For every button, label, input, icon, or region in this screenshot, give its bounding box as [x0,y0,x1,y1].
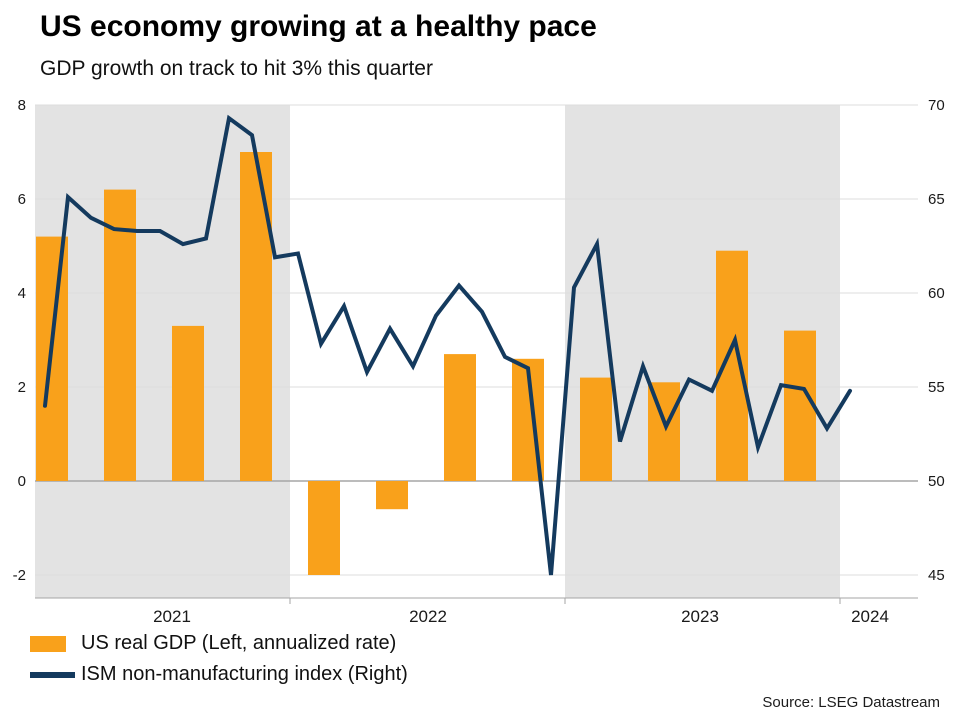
right-axis-tick-label: 65 [928,191,945,208]
gdp-bar [716,250,748,481]
gdp-bar [104,189,136,481]
left-axis-tick-label: 8 [18,97,26,114]
left-axis-tick-label: 0 [18,473,26,490]
gdp-bar [308,481,340,575]
right-axis-tick-label: 60 [928,285,945,302]
x-axis-year-label: 2023 [681,607,719,623]
legend-swatch-ism-line [30,671,75,678]
source-attribution: Source: LSEG Datastream [762,694,940,711]
left-axis-tick-label: 2 [18,379,26,396]
left-axis-tick-label: 4 [18,285,26,302]
ism-line [43,114,852,576]
chart-canvas: 8 70 6 65 4 60 2 55 0 50 -2 45 2021 2022 2023 2024 [13,97,945,626]
legend-swatch-gdp-bar [30,635,66,652]
gdp-bar [172,325,204,481]
x-axis-year-label: 2024 [851,607,889,623]
gdp-bar [580,377,612,481]
right-axis-tick-label: 55 [928,379,945,396]
chart-area: 8 70 6 65 4 60 2 55 0 50 -2 45 2021 2022 2023 2024 [0,93,960,626]
left-axis-tick-label: 6 [18,191,26,208]
legend-item-gdp: US real GDP (Left, annualized rate) [30,628,408,659]
left-axis-tick-label: -2 [13,567,26,584]
chart-legend: US real GDP (Left, annualized rate) ISM … [30,628,408,690]
legend-label-gdp: US real GDP (Left, annualized rate) [81,632,397,654]
page-title: US economy growing at a healthy pace [40,10,597,43]
gdp-bar [240,152,272,481]
page-subtitle: GDP growth on track to hit 3% this quart… [40,57,433,80]
x-axis-year-label: 2021 [153,607,191,623]
right-axis-tick-label: 45 [928,567,945,584]
right-axis-tick-label: 70 [928,97,945,114]
gdp-bar [784,330,816,481]
x-axis-year-label: 2022 [409,607,447,623]
gdp-bar [376,481,408,510]
right-axis-tick-label: 50 [928,473,945,490]
gdp-bar [444,354,476,481]
legend-label-ism: ISM non-manufacturing index (Right) [81,663,408,685]
legend-item-ism: ISM non-manufacturing index (Right) [30,659,408,690]
